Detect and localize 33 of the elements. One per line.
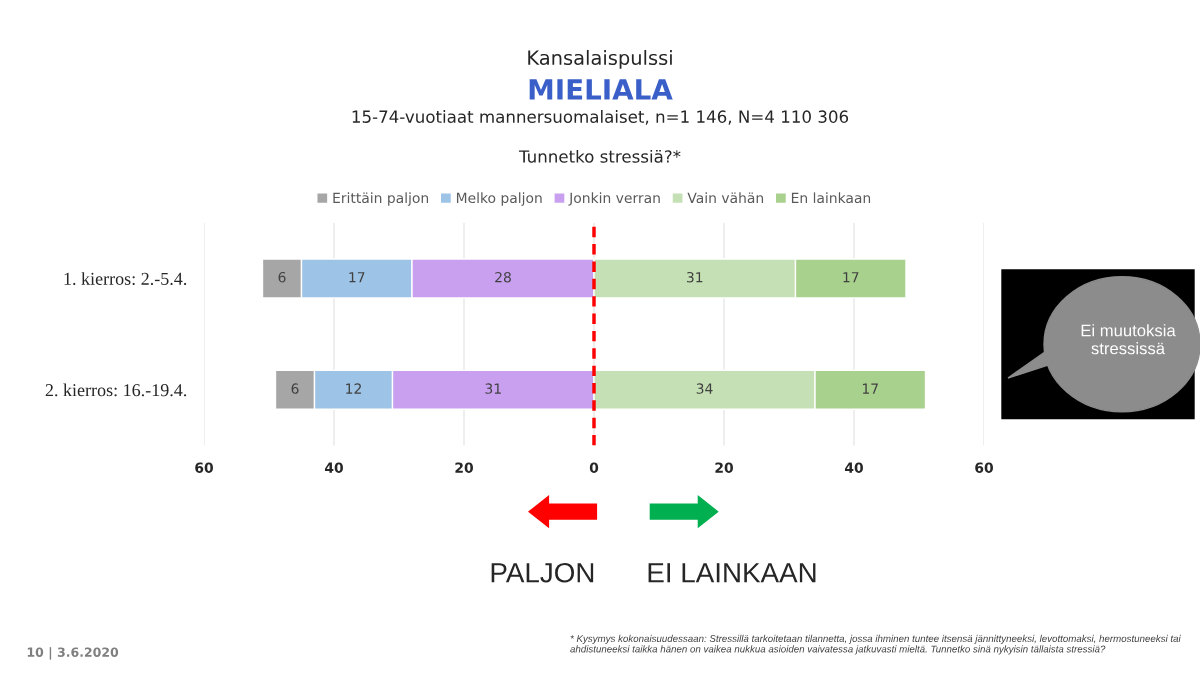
y-tick-label: 2. kierros: 16.-19.4. — [45, 383, 187, 397]
chart-title: Kansalaispulssi — [528, 49, 672, 69]
x-tick-label: 40 — [844, 462, 863, 473]
x-tick-label: 40 — [324, 462, 343, 473]
legend-label: Jonkin verran — [568, 192, 660, 206]
legend-label: Vain vähän — [687, 192, 764, 204]
data-label: 12 — [346, 383, 361, 394]
data-label: 28 — [495, 271, 511, 283]
text: * Kysymys kokonaisuudessaan: Stressillä tarkoitetaan tilannetta, jossa ihminen tuntee itsensä jännittyneeksi, levottomaksi, hermostuneeksi tai ahdistuneeksi taikka hänen on vaikea nukkua asioiden vaivatessa jatkuvasti mieltä. Tunnetko sinä nykyisin tällaista stressiä? — [570, 634, 1181, 655]
data-label: 31 — [686, 271, 703, 283]
x-tick-label: 20 — [455, 462, 473, 473]
data-label: 17 — [862, 383, 878, 394]
legend-label: Melko paljon — [456, 192, 542, 206]
text: 15-74-vuotiaat mannersuomalaiset, n=1 146, N=4 110 306 — [352, 110, 849, 125]
x-tick-label: 20 — [715, 462, 733, 473]
legend-label: Erittäin paljon — [333, 192, 429, 206]
data-label: 31 — [485, 383, 501, 394]
data-label: 17 — [349, 272, 365, 283]
data-label: 6 — [291, 383, 299, 394]
x-tick-label: 60 — [195, 462, 213, 473]
text: PALJON — [491, 562, 594, 583]
text: Ei muutoksia stressissä — [1081, 324, 1176, 355]
data-label: 17 — [843, 272, 859, 283]
x-tick-label: 0 — [589, 462, 599, 473]
text: 10 | 3.6.2020 — [27, 647, 119, 660]
chart-subtitle: MIELIALA — [529, 79, 673, 100]
data-label: 6 — [278, 271, 286, 283]
y-tick-label: 1. kierros: 2.-5.4. — [64, 272, 187, 285]
legend-label: En lainkaan — [791, 192, 871, 204]
x-tick-label: 60 — [975, 462, 993, 473]
data-label: 34 — [696, 383, 713, 394]
text: EI LAINKAAN — [648, 563, 816, 583]
text: Tunnetko stressiä?* — [518, 149, 681, 163]
